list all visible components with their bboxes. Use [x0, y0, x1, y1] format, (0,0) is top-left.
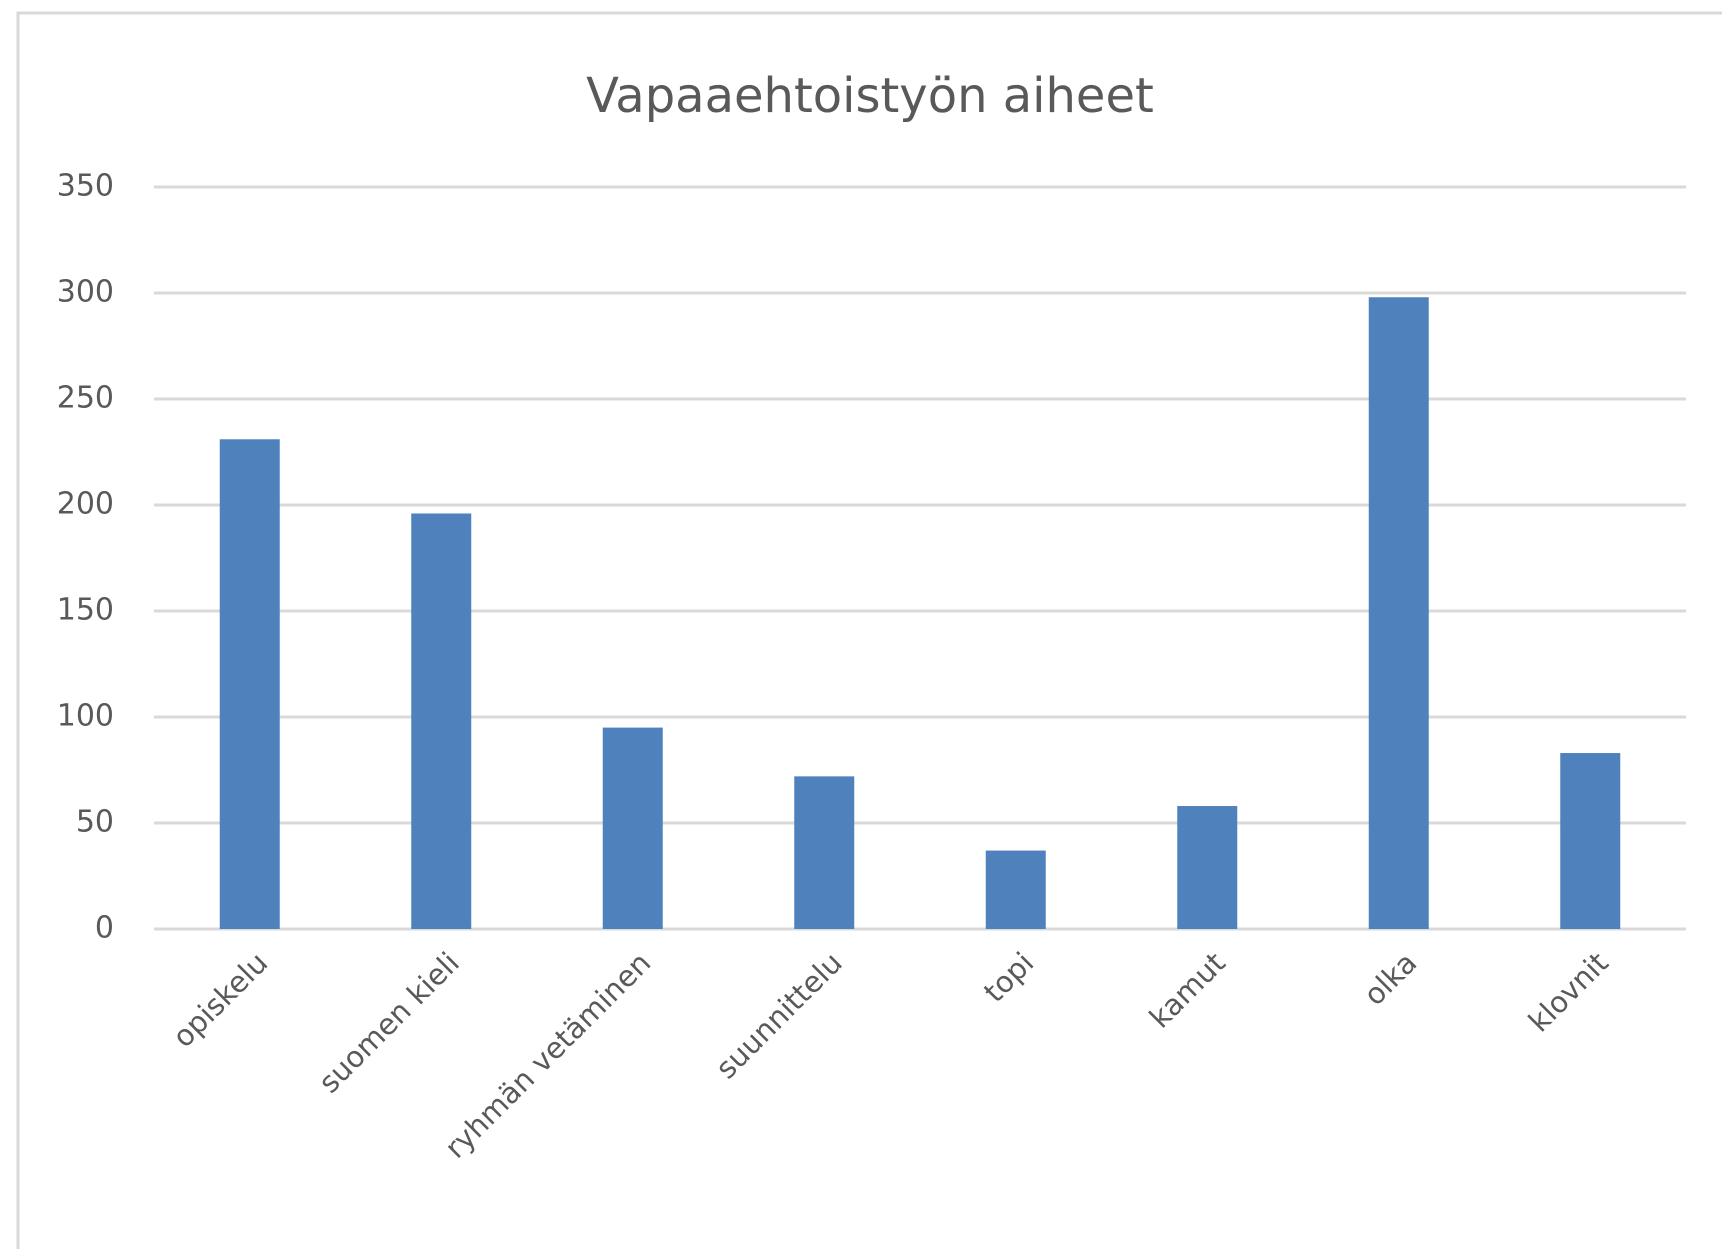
- bar: [219, 439, 280, 929]
- bar: [1368, 297, 1429, 929]
- bar: [1177, 806, 1238, 929]
- y-tick-label: 150: [57, 593, 114, 628]
- y-tick-label: 300: [57, 275, 114, 310]
- bar: [1560, 753, 1621, 929]
- y-tick-label: 100: [57, 699, 114, 734]
- chart-title: Vapaaehtoistyön aiheet: [586, 68, 1154, 124]
- bar: [985, 850, 1046, 929]
- y-tick-label: 250: [57, 381, 114, 416]
- y-tick-label: 200: [57, 487, 114, 522]
- y-tick-label: 0: [95, 911, 114, 946]
- chart-border: [16, 11, 1722, 1249]
- bar: [794, 776, 855, 929]
- y-tick-label: 350: [57, 169, 114, 204]
- bar: [411, 513, 472, 929]
- y-tick-label: 50: [76, 805, 114, 840]
- bar: [602, 727, 663, 929]
